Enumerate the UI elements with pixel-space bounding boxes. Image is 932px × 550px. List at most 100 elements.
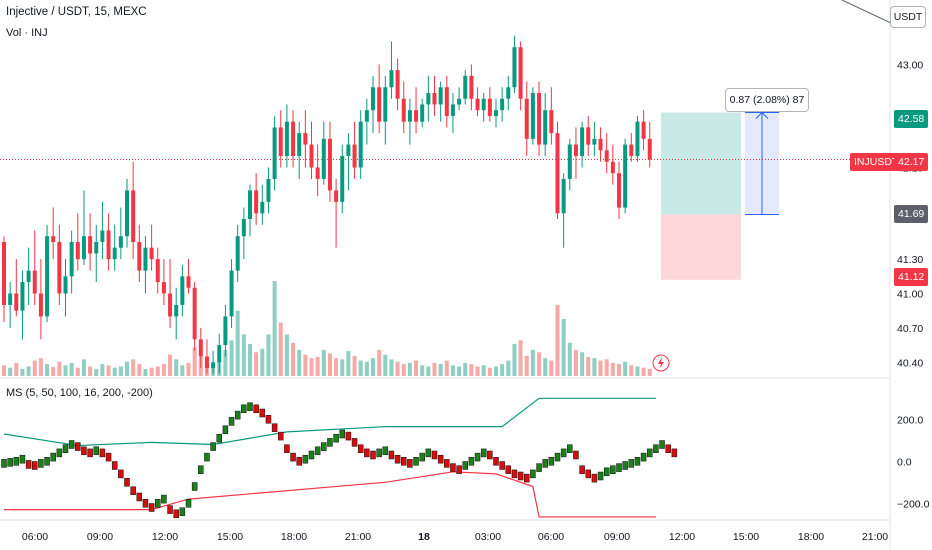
- candle-body: [586, 127, 591, 145]
- candle: [604, 133, 609, 174]
- candle: [500, 87, 505, 122]
- volume-bar: [506, 360, 511, 376]
- candle-body: [420, 104, 425, 122]
- ms-marker: [296, 457, 302, 466]
- candle-body: [407, 110, 412, 122]
- candle-body: [352, 144, 357, 168]
- candle: [389, 41, 394, 99]
- volume-bar: [549, 360, 554, 376]
- candle-body: [229, 270, 234, 317]
- candle-body: [321, 138, 326, 179]
- candle-body: [334, 190, 339, 202]
- candle: [401, 81, 406, 134]
- volume-bar: [334, 358, 339, 376]
- volume-bar: [573, 349, 578, 376]
- indicator-tick-label: −200.0: [897, 498, 930, 510]
- candle: [586, 115, 591, 157]
- volume-bar: [635, 366, 640, 376]
- candle: [623, 138, 628, 214]
- candle: [161, 259, 166, 305]
- volume-bar: [389, 359, 394, 376]
- volume-bar: [88, 366, 93, 376]
- candle: [51, 207, 56, 260]
- ms-marker: [579, 465, 585, 474]
- candle-body: [450, 104, 455, 116]
- candle: [266, 167, 271, 214]
- ms-marker: [290, 452, 296, 462]
- ms-marker: [44, 457, 50, 466]
- volume-bar: [494, 366, 498, 376]
- time-tick-label: 15:00: [217, 531, 243, 543]
- ms-marker: [567, 444, 573, 453]
- candle-body: [481, 98, 486, 111]
- candle: [57, 224, 62, 305]
- volume-bar: [57, 361, 62, 376]
- candle-body: [75, 241, 80, 260]
- ms-marker: [278, 431, 284, 441]
- entry-price-badge: 41.69: [894, 205, 929, 223]
- candle: [309, 121, 314, 179]
- candle-body: [561, 178, 566, 214]
- volume-bar: [321, 349, 326, 376]
- candle: [88, 213, 93, 271]
- ms-marker: [591, 473, 598, 483]
- candle: [137, 224, 142, 283]
- currency-selector[interactable]: USDT: [890, 6, 926, 28]
- candle: [168, 259, 173, 328]
- candle-body: [500, 98, 505, 111]
- ms-marker: [511, 469, 518, 479]
- candle-body: [88, 236, 93, 254]
- ms-marker: [216, 433, 222, 443]
- ms-marker: [480, 448, 487, 458]
- volume-bar: [8, 367, 13, 376]
- volume-bar: [530, 349, 535, 376]
- volume-bar: [561, 319, 566, 376]
- candle: [204, 339, 209, 374]
- candle-body: [155, 259, 160, 283]
- ms-marker: [7, 458, 13, 467]
- volume-bar: [229, 340, 234, 376]
- volume-bar: [45, 364, 50, 376]
- ms-marker: [148, 503, 155, 512]
- volume-bar: [180, 365, 185, 376]
- candle: [573, 127, 578, 179]
- ms-marker: [253, 404, 259, 414]
- volume-bar: [309, 358, 314, 376]
- volume-bar: [278, 322, 283, 376]
- ms-marker: [142, 499, 149, 508]
- candle: [321, 121, 326, 185]
- volume-bar: [457, 366, 462, 376]
- candle-body: [463, 75, 468, 99]
- candle-body: [487, 98, 492, 116]
- ms-marker: [50, 452, 56, 462]
- volume-bar: [297, 349, 302, 376]
- candle: [284, 104, 289, 168]
- ms-marker: [357, 444, 364, 453]
- candle-body: [389, 70, 394, 88]
- ms-marker: [99, 448, 106, 458]
- volume-bar: [586, 357, 591, 376]
- volume-bar: [248, 343, 252, 376]
- volume-bar: [512, 343, 517, 376]
- candle: [69, 230, 74, 294]
- ms-marker: [505, 465, 512, 474]
- candle: [100, 201, 105, 260]
- candle-body: [346, 144, 351, 157]
- volume-bar: [2, 365, 6, 376]
- candle: [592, 121, 597, 157]
- candle: [198, 327, 203, 368]
- volume-bar: [580, 352, 585, 376]
- candle: [241, 207, 246, 260]
- candle: [260, 184, 265, 225]
- ms-marker: [130, 486, 136, 495]
- candle: [414, 87, 419, 134]
- candle: [512, 35, 517, 94]
- ms-marker: [487, 450, 493, 460]
- ms-marker: [284, 444, 290, 453]
- volume-bar: [32, 360, 37, 376]
- volume-bar: [432, 362, 437, 376]
- time-tick-label: 12:00: [152, 531, 178, 543]
- symbol-badge: INJUSDT: [850, 153, 903, 171]
- candle: [112, 224, 117, 271]
